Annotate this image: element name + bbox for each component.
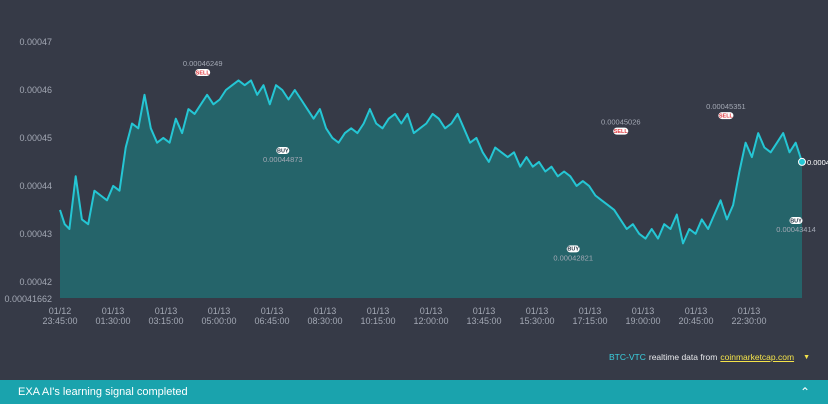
- price-chart: 0.00047 0.00046 0.00045 0.00044 0.00043 0.000…: [4, 37, 828, 326]
- x-tick-date: 01/13: [155, 306, 178, 316]
- badge-label: SELL: [196, 70, 211, 76]
- y-min-label: 0.00041662: [4, 294, 52, 304]
- x-tick-date: 01/13: [208, 306, 231, 316]
- badge-label: SELL: [719, 113, 734, 119]
- data-source: BTC-VTC realtime data from coinmarketcap…: [609, 352, 810, 362]
- source-text: realtime data from: [648, 352, 718, 362]
- pair-label: BTC-VTC: [609, 352, 646, 362]
- annotation-value: 0.00044873: [263, 155, 303, 164]
- y-tick-label: 0.00042: [19, 277, 52, 287]
- annotation-value: 0.00045351: [706, 102, 746, 111]
- x-tick-time: 06:45:00: [254, 316, 289, 326]
- x-tick-time: 23:45:00: [42, 316, 77, 326]
- price-line: [59, 79, 803, 245]
- annotation-value: 0.00042821: [553, 253, 593, 262]
- badge-label: SELL: [614, 129, 629, 135]
- x-tick-date: 01/13: [102, 306, 125, 316]
- x-tick-time: 22:30:00: [731, 316, 766, 326]
- sell-badge: [718, 112, 734, 120]
- buy-badge: [276, 147, 290, 155]
- badge-label: BUY: [277, 148, 289, 154]
- x-tick-time: 15:30:00: [519, 316, 554, 326]
- x-tick-time: 01:30:00: [95, 316, 130, 326]
- x-tick-date: 01/13: [526, 306, 549, 316]
- badge-label: BUY: [567, 247, 579, 253]
- sell-badge: [195, 69, 211, 77]
- x-tick-date: 01/13: [261, 306, 284, 316]
- y-tick-label: 0.00047: [19, 37, 52, 47]
- x-tick-date: 01/12: [49, 306, 72, 316]
- x-tick-time: 08:30:00: [307, 316, 342, 326]
- x-tick-date: 01/13: [632, 306, 655, 316]
- x-tick-date: 01/13: [685, 306, 708, 316]
- sell-badge: [613, 127, 629, 135]
- x-tick-date: 01/13: [420, 306, 443, 316]
- x-tick-time: 20:45:00: [678, 316, 713, 326]
- buy-badge: [789, 216, 803, 224]
- y-tick-label: 0.00044: [19, 181, 52, 191]
- x-tick-date: 01/13: [314, 306, 337, 316]
- x-tick-time: 03:15:00: [148, 316, 183, 326]
- x-tick-time: 05:00:00: [201, 316, 236, 326]
- annotation-value: 0.00043414: [776, 225, 816, 234]
- coinmarketcap-link[interactable]: coinmarketcap.com: [720, 352, 795, 362]
- x-tick-date: 01/13: [738, 306, 761, 316]
- x-tick-time: 17:15:00: [572, 316, 607, 326]
- x-tick-date: 01/13: [367, 306, 390, 316]
- x-tick-time: 19:00:00: [625, 316, 660, 326]
- signal-title: EXA AI's learning signal completed: [18, 386, 188, 398]
- y-tick-label: 0.00043: [19, 229, 52, 239]
- x-tick-time: 10:15:00: [360, 316, 395, 326]
- chevron-up-icon[interactable]: ⌃: [799, 385, 810, 399]
- annotation-value: 0.00046249: [183, 59, 223, 68]
- badge-label: BUY: [790, 218, 802, 224]
- signal-bar[interactable]: EXA AI's learning signal completed ⌃: [0, 380, 828, 404]
- x-tick-date: 01/13: [579, 306, 602, 316]
- x-tick-date: 01/13: [473, 306, 496, 316]
- y-tick-label: 0.00045: [19, 133, 52, 143]
- x-tick-time: 12:00:00: [413, 316, 448, 326]
- last-value-label: 0.000435: [807, 158, 828, 167]
- y-tick-label: 0.00046: [19, 85, 52, 95]
- annotation-value: 0.00045026: [601, 118, 641, 127]
- source-dropdown-icon[interactable]: ▼: [803, 353, 810, 361]
- x-tick-time: 13:45:00: [466, 316, 501, 326]
- last-point-marker: [798, 157, 806, 166]
- buy-badge: [566, 245, 580, 253]
- price-area: [60, 80, 802, 299]
